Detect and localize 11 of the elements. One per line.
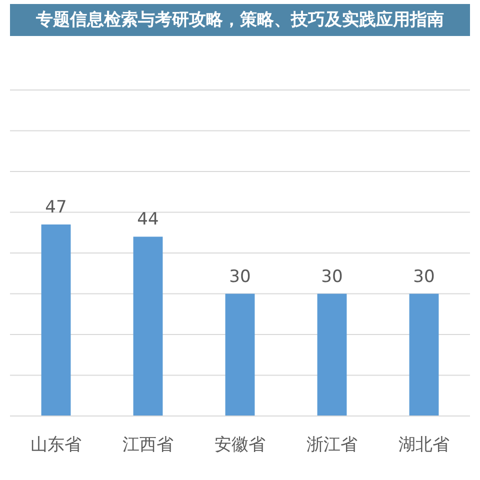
x-tick-label: 安徽省: [214, 435, 266, 455]
x-tick-label: 山东省: [30, 435, 82, 455]
data-label: 30: [413, 266, 435, 287]
x-tick-label: 浙江省: [306, 435, 358, 455]
chart-title: 专题信息检索与考研攻略，策略、技巧及实践应用指南: [10, 4, 470, 36]
x-tick-label: 江西省: [122, 435, 174, 455]
data-label: 47: [45, 197, 67, 218]
x-tick-label: 湖北省: [398, 435, 450, 455]
data-label: 30: [229, 266, 251, 287]
data-label: 44: [137, 210, 159, 230]
data-label: 30: [321, 266, 343, 287]
